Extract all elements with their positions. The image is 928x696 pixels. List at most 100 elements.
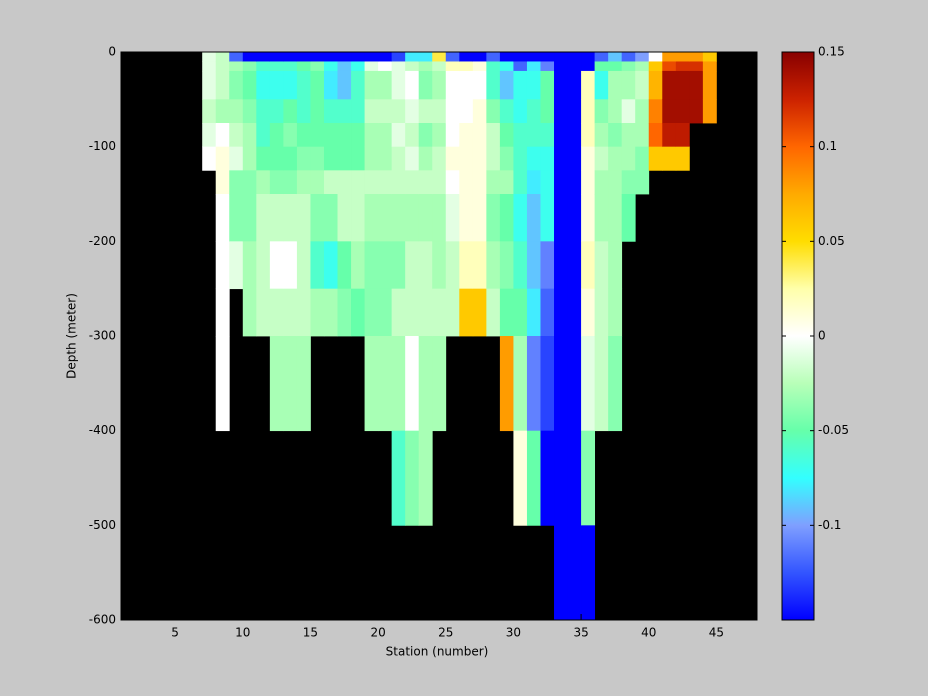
heatmap-cell <box>648 146 663 171</box>
heatmap-cell <box>486 123 501 148</box>
heatmap-cell <box>296 336 311 432</box>
heatmap-cell <box>445 52 460 62</box>
heatmap-cell <box>378 170 393 195</box>
heatmap-cell <box>702 70 717 100</box>
heatmap-cell <box>581 70 596 100</box>
heatmap-cell <box>378 288 393 337</box>
colorbar <box>781 51 815 621</box>
heatmap-cell <box>364 194 379 242</box>
heatmap-cell <box>608 123 623 148</box>
heatmap-cell <box>648 123 663 148</box>
heatmap-cell <box>215 288 230 337</box>
heatmap-cell <box>567 288 582 337</box>
heatmap-cell <box>337 241 352 290</box>
heatmap-cell <box>391 194 406 242</box>
heatmap-cell <box>554 61 568 72</box>
heatmap-cell <box>581 146 596 171</box>
heatmap-cell <box>445 241 460 290</box>
heatmap-cell <box>432 70 447 100</box>
heatmap-cell <box>202 70 217 100</box>
heatmap-cell <box>229 241 244 290</box>
heatmap-cell <box>364 61 379 72</box>
heatmap-cell <box>310 70 325 100</box>
colorbar-tick-label: -0.1 <box>818 518 841 532</box>
heatmap-cell <box>513 123 528 148</box>
heatmap-cell <box>662 61 677 72</box>
heatmap-cell <box>432 61 447 72</box>
heatmap-cell <box>283 288 298 337</box>
heatmap-cell <box>310 288 325 337</box>
heatmap-cell <box>662 99 677 124</box>
heatmap-cell <box>337 146 352 171</box>
heatmap-cell <box>391 241 406 290</box>
heatmap-cell <box>378 52 393 62</box>
heatmap-cell <box>648 52 663 62</box>
heatmap-cell <box>472 288 487 337</box>
heatmap-cell <box>242 241 257 290</box>
heatmap-cell <box>351 99 365 124</box>
heatmap-cell <box>621 170 636 195</box>
heatmap-cell <box>337 70 352 100</box>
heatmap-cell <box>242 288 257 337</box>
heatmap-cell <box>323 99 338 124</box>
heatmap-cell <box>378 123 393 148</box>
heatmap-cell <box>554 194 568 242</box>
heatmap-cell <box>391 52 406 62</box>
heatmap-cell <box>296 61 311 72</box>
heatmap-cell <box>378 61 393 72</box>
heatmap-cell <box>445 146 460 171</box>
heatmap-cell <box>242 123 257 148</box>
heatmap-cell <box>310 123 325 148</box>
heatmap-cell <box>540 61 555 72</box>
heatmap-cell <box>594 336 609 432</box>
heatmap-cell <box>215 170 230 195</box>
heatmap-cell <box>215 61 230 72</box>
x-tick-label: 45 <box>709 626 724 640</box>
y-axis-label: Depth (meter) <box>65 293 79 379</box>
heatmap-cell <box>621 194 636 242</box>
heatmap-cell <box>594 241 609 290</box>
heatmap-cell <box>675 146 690 171</box>
heatmap-cell <box>296 288 311 337</box>
heatmap-cell <box>242 99 257 124</box>
heatmap-cell <box>635 70 650 100</box>
heatmap-cell <box>594 52 609 62</box>
y-tick-label: -100 <box>89 139 116 153</box>
heatmap-cell <box>567 194 582 242</box>
heatmap-cell <box>351 52 365 62</box>
heatmap-cell <box>554 70 568 100</box>
heatmap-cell <box>581 525 596 621</box>
heatmap-cell <box>581 194 596 242</box>
heatmap-cell <box>337 170 352 195</box>
heatmap-cell <box>689 70 704 100</box>
heatmap-cell <box>405 99 420 124</box>
heatmap-cell <box>635 170 650 195</box>
heatmap-cell <box>283 170 298 195</box>
heatmap-cell <box>513 170 528 195</box>
heatmap-cell <box>594 61 609 72</box>
heatmap-cell <box>364 99 379 124</box>
heatmap-cell <box>608 70 623 100</box>
heatmap-cell <box>418 70 433 100</box>
colorbar-tick-label: 0.05 <box>818 234 845 248</box>
heatmap-cell <box>608 52 623 62</box>
heatmap-cell <box>256 123 271 148</box>
heatmap-cell <box>594 123 609 148</box>
heatmap-cell <box>432 336 447 432</box>
heatmap-cell <box>689 99 704 124</box>
heatmap-cell <box>378 146 393 171</box>
heatmap-cell <box>526 70 541 100</box>
heatmap-cell <box>242 170 257 195</box>
heatmap-cell <box>432 123 447 148</box>
heatmap-cell <box>486 194 501 242</box>
heatmap-cell <box>459 288 474 337</box>
heatmap-cell <box>621 61 636 72</box>
heatmap-cell <box>256 241 271 290</box>
heatmap-cell <box>581 170 596 195</box>
heatmap-cell <box>229 194 244 242</box>
heatmap-cell <box>459 194 474 242</box>
heatmap-cell <box>323 61 338 72</box>
heatmap-cell <box>202 123 217 148</box>
heatmap-cell <box>337 52 352 62</box>
heatmap-cell <box>364 336 379 432</box>
